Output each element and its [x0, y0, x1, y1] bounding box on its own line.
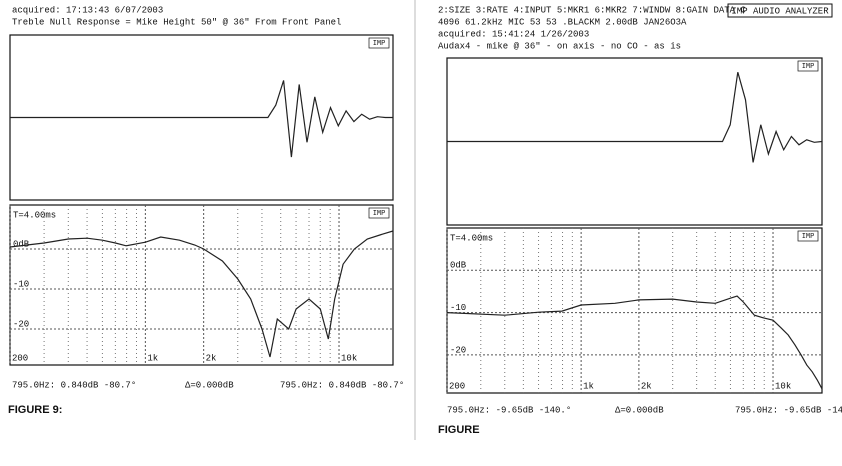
y-tick-label: -20 — [450, 345, 466, 355]
badge-box — [368, 37, 390, 49]
badge-box — [797, 230, 819, 242]
data-line — [10, 80, 393, 158]
badge-box — [368, 207, 390, 219]
caption: FIGURE 9: — [8, 404, 62, 416]
x-tick-label: 10k — [775, 381, 791, 391]
readout: 795.0Hz: 0.840dB -80.7° — [280, 380, 404, 390]
y-tick-label: 0dB — [13, 239, 30, 249]
plot-badge: IMP — [802, 63, 815, 71]
annotation: T=4.00ms — [13, 210, 56, 220]
x-tick-label: 2k — [206, 353, 217, 363]
plot-badge: IMP — [373, 40, 386, 48]
y-tick-label: -20 — [13, 319, 29, 329]
readout: 795.0Hz: -9.65dB -140.° — [735, 405, 842, 415]
x-tick-label: 1k — [583, 381, 594, 391]
readout: 795.0Hz: 0.840dB -80.7° — [12, 380, 136, 390]
data-line — [446, 295, 823, 390]
readout: Δ=0.000dB — [185, 380, 234, 390]
plot-frame — [446, 227, 823, 394]
x-tick-label: 1k — [147, 353, 158, 363]
header-line: 4096 61.2kHz MIC 53 53 .BLACKM 2.00dB JA… — [438, 17, 687, 27]
plot-badge: IMP — [373, 210, 386, 218]
x-tick-label: 200 — [449, 381, 465, 391]
plot-badge: IMP — [802, 233, 815, 241]
readout: 795.0Hz: -9.65dB -140.° — [447, 405, 571, 415]
x-tick-label: 10k — [341, 353, 357, 363]
badge-box — [727, 3, 833, 18]
badge: IMP AUDIO ANALYZER — [731, 6, 829, 16]
y-tick-label: 0dB — [450, 261, 467, 271]
y-tick-label: -10 — [13, 279, 29, 289]
readout: Δ=0.000dB — [615, 405, 664, 415]
badge-box — [797, 60, 819, 72]
data-line — [447, 72, 823, 163]
header-line: acquired: 15:41:24 1/26/2003 — [438, 29, 589, 39]
caption: FIGURE — [438, 424, 480, 436]
header-line: Audax4 - mike @ 36" - on axis - no CO - … — [438, 41, 681, 51]
x-tick-label: 200 — [12, 353, 28, 363]
header-line: Treble Null Response = Mike Height 50" @… — [12, 17, 341, 27]
y-tick-label: -10 — [450, 303, 466, 313]
x-tick-label: 2k — [641, 381, 652, 391]
annotation: T=4.00ms — [450, 233, 493, 243]
header-line: acquired: 17:13:43 6/07/2003 — [12, 5, 163, 15]
header-line: 2:SIZE 3:RATE 4:INPUT 5:MKR1 6:MKR2 7:WI… — [438, 5, 746, 15]
data-line — [9, 230, 394, 358]
